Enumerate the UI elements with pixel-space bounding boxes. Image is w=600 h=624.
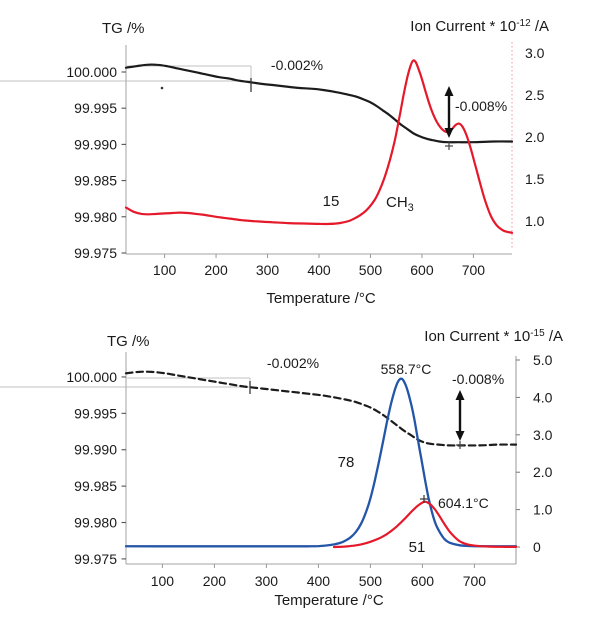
mz-51-label: 51 [409,539,426,556]
x-axis-tick-label: 100 [151,573,175,589]
right-axis-tick-label: 2.5 [525,87,545,103]
mass-loss-arrow-head-down [444,128,454,138]
right-axis-tick-label: 1.0 [525,213,545,229]
right-axis-title-prefix: Ion Current * 10 [410,18,516,35]
x-axis-tick-label: 700 [462,262,486,278]
bottom-panel-series-m-z-78-curve [124,377,518,548]
x-axis-tick-label: 300 [255,573,279,589]
bottom-panel-series-m-z-51-curve [332,500,518,549]
mass-loss-002-label: -0.002% [271,57,323,73]
right-axis-title-prefix: Ion Current * 10 [424,328,530,345]
right-axis-title-exponent: -12 [516,18,531,29]
right-axis-tick-label: 5.0 [533,352,553,368]
right-axis-tick-label: 2.0 [533,464,553,480]
x-axis-label: Temperature /°C [266,290,376,307]
left-axis-tick-label: 100.000 [66,369,117,385]
top-panel-series-m-z-15-ch3--curve [124,59,514,234]
right-axis-tick-label: 2.0 [525,129,545,145]
x-axis-label: Temperature /°C [274,592,384,609]
mass-loss-008-label: -0.008% [455,98,507,114]
left-axis-tick-label: 99.985 [74,478,117,494]
species-subscript: 3 [408,202,414,214]
left-axis-tick-label: 99.980 [74,209,117,225]
mz-78-label: 78 [338,454,355,471]
peak-604-label: 604.1°C [438,495,489,511]
bottom-panel-series-tg-curve [124,370,518,447]
mass-loss-arrow-head-up [444,86,454,96]
tga-ms-top-panel: 100.000 99.995 99.990 99.985 99.980 99.975 3.0… [0,18,549,307]
species-symbol: CH [386,194,408,211]
tga-ms-bottom-panel: 100.000 99.995 99.990 99.985 99.980 99.975 5.0… [0,328,563,609]
x-axis-tick-label: 200 [204,262,228,278]
right-axis-tick-label: 4.0 [533,389,553,405]
left-axis-tick-label: 99.980 [74,515,117,531]
right-axis-tick-label: 1.5 [525,171,545,187]
left-axis-tick-label: 99.975 [74,245,117,261]
right-axis-title-suffix: /A [545,328,563,345]
x-axis-tick-label: 400 [307,573,331,589]
left-axis-tick-label: 99.985 [74,173,117,189]
right-axis-tick-label: 1.0 [533,502,553,518]
right-axis-tick-label: 0 [533,539,541,555]
left-axis-title: TG /% [107,333,150,350]
right-axis-title: Ion Current * 10-15 /A [424,328,563,345]
peak-558-label: 558.7°C [381,361,432,377]
ch3-label: CH3 [386,194,414,214]
mass-loss-arrow-head-down [455,431,465,441]
x-axis-tick-label: 600 [410,262,434,278]
mass-loss-002-label: -0.002% [267,355,319,371]
left-axis-tick-label: 99.990 [74,136,117,152]
x-axis-tick-label: 100 [153,262,177,278]
right-axis-title-suffix: /A [531,18,549,35]
right-axis-tick-label: 3.0 [533,427,553,443]
x-axis-tick-label: 400 [307,262,331,278]
x-axis-tick-label: 200 [203,573,227,589]
left-axis-tick-label: 99.995 [74,100,117,116]
left-axis-tick-label: 100.000 [66,64,117,80]
left-axis-tick-label: 99.990 [74,442,117,458]
left-axis-tick-label: 99.995 [74,405,117,421]
x-axis-tick-label: 500 [359,262,383,278]
x-axis-tick-label: 600 [411,573,435,589]
top-panel-series-tg-curve [124,63,514,144]
mz-15-label: 15 [323,193,340,210]
left-axis-tick-label: 99.975 [74,551,117,567]
mass-loss-arrow-head-up [455,390,465,400]
left-axis-title: TG /% [102,20,145,37]
right-axis-title-exponent: -15 [530,328,545,339]
x-axis-tick-label: 500 [359,573,383,589]
x-axis-tick-label: 300 [256,262,280,278]
right-axis-tick-label: 3.0 [525,45,545,61]
stray-dot [160,86,164,90]
right-axis-title: Ion Current * 10-12 /A [410,18,549,35]
mass-loss-008-label: -0.008% [452,371,504,387]
x-axis-tick-label: 700 [463,573,487,589]
